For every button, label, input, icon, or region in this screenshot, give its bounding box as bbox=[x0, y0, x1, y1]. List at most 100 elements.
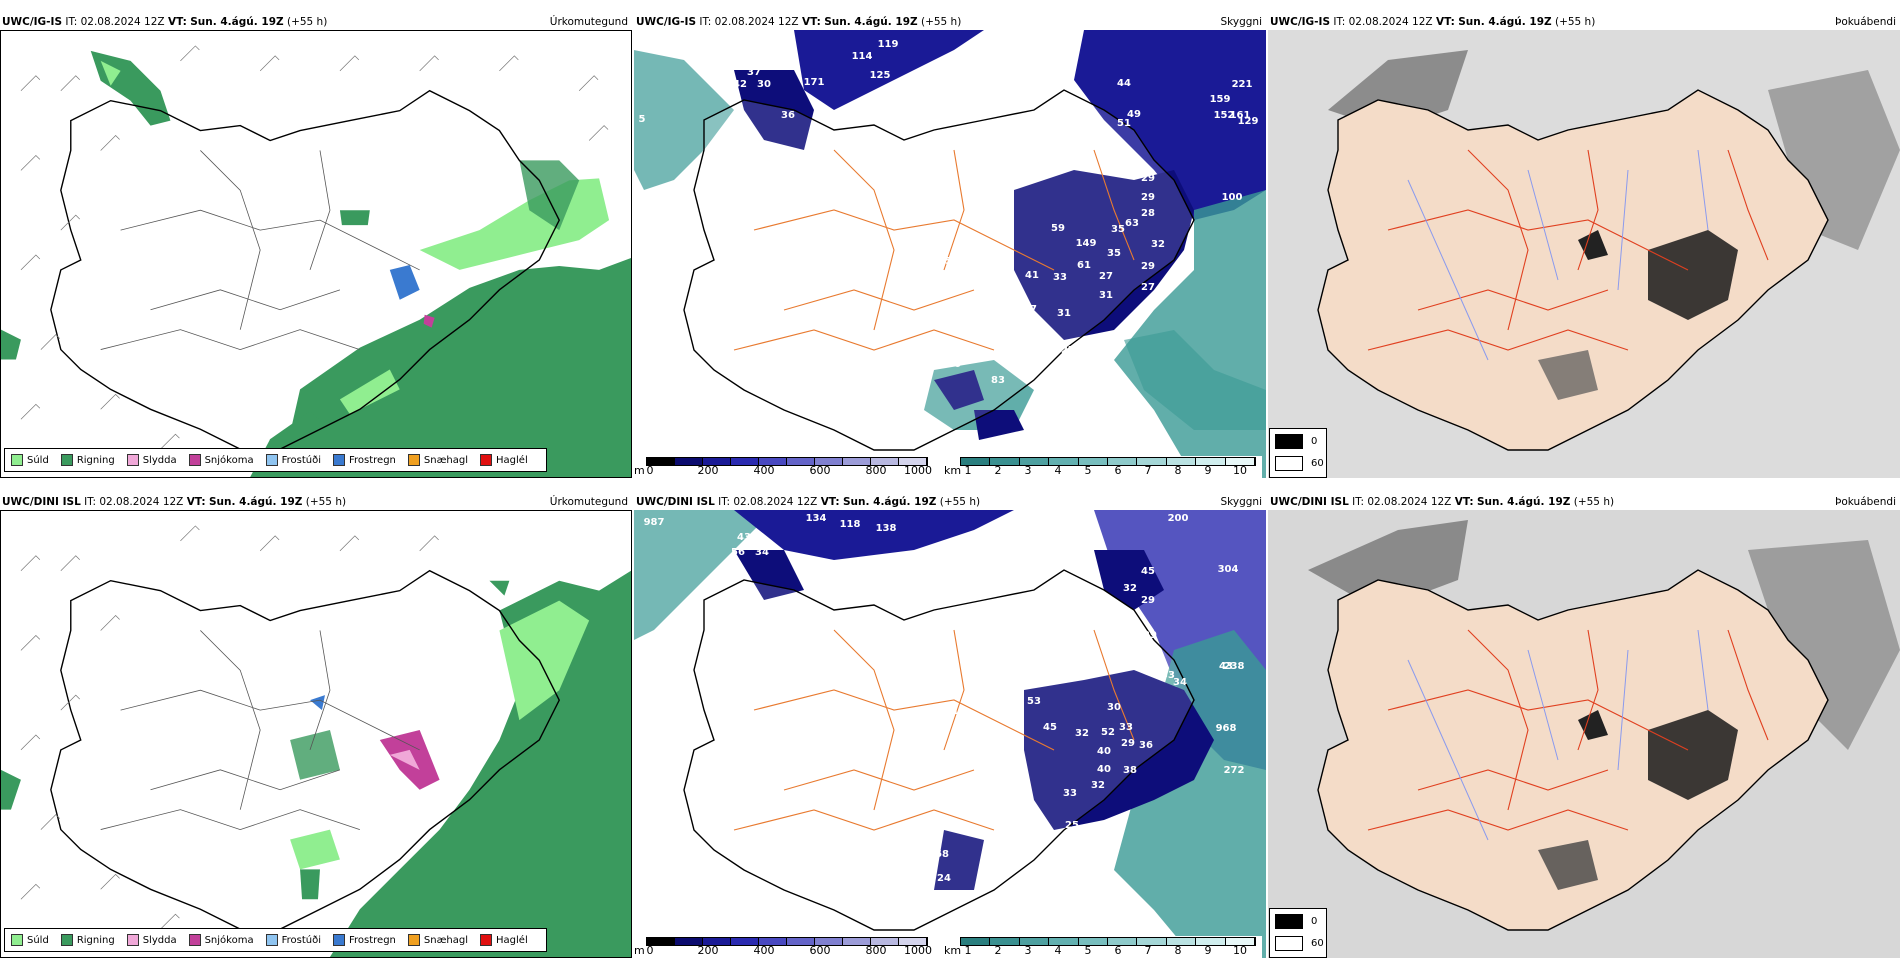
precip-map bbox=[0, 30, 632, 478]
cloud-base-value: 33 bbox=[1119, 722, 1133, 733]
cloud-base-value: 55 bbox=[1121, 155, 1135, 166]
cloud-base-value: 152 bbox=[1214, 110, 1235, 121]
cloud-base-value: 53 bbox=[925, 847, 939, 858]
cloud-base-value: 86 bbox=[947, 359, 961, 370]
cloud-base-value: 29 bbox=[1141, 595, 1155, 606]
cloud-base-value: 5 bbox=[639, 114, 646, 125]
cloud-base-value: 35 bbox=[1111, 224, 1125, 235]
cloud-base-value: 118 bbox=[840, 519, 861, 530]
field-name: Skyggni bbox=[1220, 16, 1263, 28]
field-name: Þokuábendi bbox=[1835, 496, 1896, 508]
legend-item: Frostregn bbox=[333, 934, 396, 946]
cloud-base-value: 63 bbox=[1125, 218, 1139, 229]
cloud-base-value: 5 bbox=[1159, 662, 1166, 673]
cloud-base-value: 36 bbox=[781, 110, 795, 121]
visibility-colorbar: km 1 2 3 4 5 6 7 8 9 10 bbox=[944, 936, 1262, 958]
fog-index-panel-dini: UWC/DINI ISL IT: 02.08.2024 12Z VT: Sun.… bbox=[1268, 495, 1900, 958]
visibility-strip bbox=[960, 457, 1256, 466]
cloud-base-value: 56 bbox=[945, 256, 959, 267]
legend-item: Haglél bbox=[480, 454, 528, 466]
visibility-colorbar: km 1 2 3 4 5 6 7 8 9 10 bbox=[944, 456, 1262, 478]
cloud-base-value: 40 bbox=[1097, 746, 1111, 757]
visibility-panel-dini: UWC/DINI ISL IT: 02.08.2024 12Z VT: Sun.… bbox=[634, 495, 1266, 958]
cloud-base-value: 53 bbox=[1027, 696, 1041, 707]
cloud-base-value: 32 bbox=[1151, 239, 1165, 250]
cloud-base-value: 29 bbox=[1141, 261, 1155, 272]
cloud-base-value: 102 bbox=[916, 95, 937, 106]
legend-item: Frostregn bbox=[333, 454, 396, 466]
cloud-base-value: 30 bbox=[1107, 702, 1121, 713]
legend-item: Snæhagl bbox=[407, 454, 468, 466]
cloud-base-value: 114 bbox=[852, 51, 873, 62]
cloud-base-value: 40 bbox=[1097, 764, 1111, 775]
precip-type-panel-igis: UWC/IG-IS IT: 02.08.2024 12Z VT: Sun. 4.… bbox=[0, 15, 632, 478]
fog-map bbox=[1268, 510, 1900, 958]
cloud-base-value: 33 bbox=[1063, 788, 1077, 799]
legend-item: Rigning bbox=[60, 934, 115, 946]
cloud-base-value: 28 bbox=[1141, 208, 1155, 219]
cloud-base-value: 35 bbox=[1107, 248, 1121, 259]
panel-header: UWC/IG-IS IT: 02.08.2024 12Z VT: Sun. 4.… bbox=[2, 16, 328, 28]
cloud-base-value: 30 bbox=[757, 79, 771, 90]
cloud-base-colorbar: m 0 200 400 600 800 1000 bbox=[634, 456, 934, 478]
cloud-base-value: 44 bbox=[1117, 78, 1131, 89]
cloud-base-value: 238 bbox=[1224, 661, 1245, 672]
cloud-base-value: 272 bbox=[1224, 765, 1245, 776]
cloud-base-value: 56 bbox=[731, 547, 745, 558]
cloud-base-value: 161 bbox=[1230, 110, 1251, 121]
legend-item: Snæhagl bbox=[407, 934, 468, 946]
cloud-base-value: 987 bbox=[644, 517, 665, 528]
legend-item: Súld bbox=[11, 454, 49, 466]
cloud-base-value: 27 bbox=[1061, 345, 1075, 356]
cloud-base-value: 37 bbox=[747, 67, 761, 78]
cloud-base-value: 29 bbox=[1141, 173, 1155, 184]
cloud-base-value: 134 bbox=[806, 513, 827, 524]
cloud-base-value: 149 bbox=[1076, 238, 1097, 249]
cloud-base-strip bbox=[646, 457, 928, 466]
cloud-base-value: 29 bbox=[1121, 738, 1135, 749]
cloud-base-value: 66 bbox=[889, 110, 903, 121]
cloud-base-value: 968 bbox=[1216, 723, 1237, 734]
cloud-base-value: 32 bbox=[1123, 583, 1137, 594]
visibility-panel-igis: UWC/IG-IS IT: 02.08.2024 12Z VT: Sun. 4.… bbox=[634, 15, 1266, 478]
cloud-base-value: 49 bbox=[1127, 109, 1141, 120]
cloud-base-value: 41 bbox=[1025, 270, 1039, 281]
cloud-base-value: 83 bbox=[991, 375, 1005, 386]
cloud-base-colorbar: m 0 200 400 600 800 1000 bbox=[634, 936, 934, 958]
cloud-base-value: 59 bbox=[1051, 223, 1065, 234]
field-name: Úrkomutegund bbox=[549, 16, 628, 28]
cloud-base-value: 45 bbox=[813, 567, 827, 578]
visibility-strip bbox=[960, 937, 1256, 946]
fog-legend: 0 60 bbox=[1269, 428, 1327, 478]
precip-legend: Súld Rigning Slydda Snjókoma Frostúði Fr… bbox=[4, 928, 547, 952]
legend-item: Slydda bbox=[126, 934, 177, 946]
cloud-base-value: 45 bbox=[1141, 566, 1155, 577]
cloud-base-value: 62 bbox=[1017, 369, 1031, 380]
precip-legend: Súld Rigning Slydda Snjókoma Frostúði Fr… bbox=[4, 448, 547, 472]
panel-header: UWC/IG-IS IT: 02.08.2024 12Z VT: Sun. 4.… bbox=[1270, 16, 1596, 28]
cloud-base-value: 43 bbox=[1219, 661, 1233, 672]
precip-type-panel-dini: UWC/DINI ISL IT: 02.08.2024 12Z VT: Sun.… bbox=[0, 495, 632, 958]
cloud-base-value: 34 bbox=[755, 547, 769, 558]
cloud-base-value: 6 bbox=[921, 868, 928, 879]
cloud-base-value: 38 bbox=[1123, 765, 1137, 776]
cloud-base-value: 221 bbox=[1232, 79, 1253, 90]
cloud-base-value: 171 bbox=[804, 77, 825, 88]
panel-header: UWC/DINI ISL IT: 02.08.2024 12Z VT: Sun.… bbox=[636, 496, 981, 508]
cloud-base-value: 33 bbox=[1161, 670, 1175, 681]
precip-map bbox=[0, 510, 632, 958]
field-name: Úrkomutegund bbox=[549, 496, 628, 508]
cloud-base-value: 25 bbox=[1065, 820, 1079, 831]
legend-item: Snjókoma bbox=[188, 454, 254, 466]
cloud-base-value: 43 bbox=[737, 532, 751, 543]
legend-item: Haglél bbox=[480, 934, 528, 946]
cloud-base-value: 45 bbox=[1043, 722, 1057, 733]
fog-legend: 0 60 bbox=[1269, 908, 1327, 958]
cloud-base-value: 44 bbox=[907, 370, 921, 381]
cloud-base-value: 70 bbox=[939, 97, 953, 108]
cloud-base-value: 27 bbox=[1099, 271, 1113, 282]
legend-item: Súld bbox=[11, 934, 49, 946]
